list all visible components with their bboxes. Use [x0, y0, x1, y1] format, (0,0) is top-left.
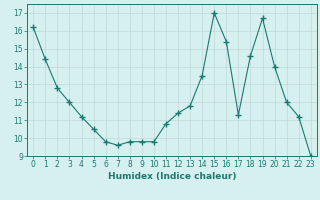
X-axis label: Humidex (Indice chaleur): Humidex (Indice chaleur) — [108, 172, 236, 181]
